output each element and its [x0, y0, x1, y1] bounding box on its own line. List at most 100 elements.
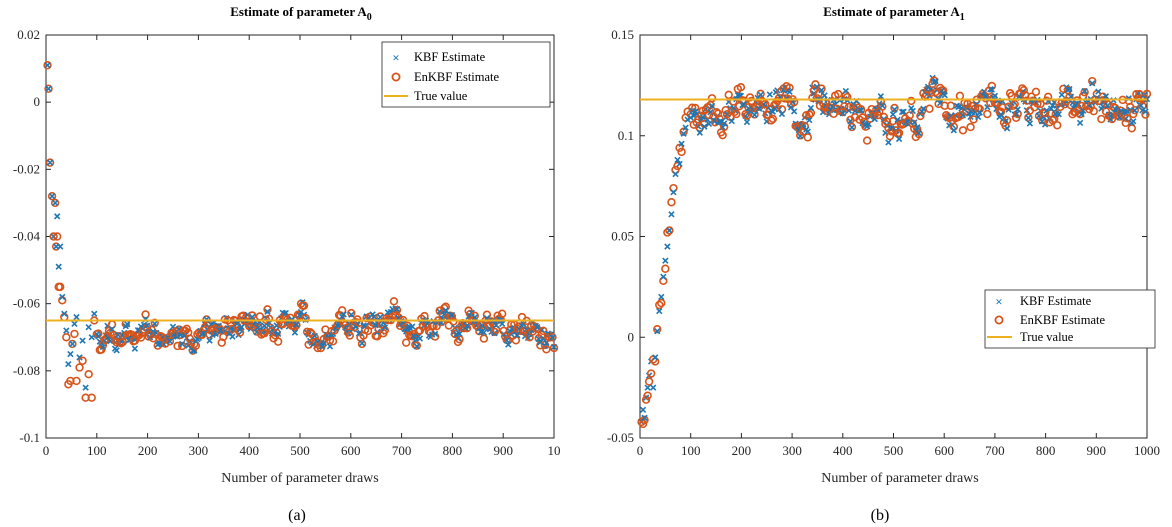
- chart-a-kbf-point: [377, 313, 384, 321]
- chart-a-enkbf-point: [392, 305, 402, 315]
- chart-a-svg: Estimate of parameter A0 0 100 200 300 400 50…: [13, 4, 561, 524]
- chart-a-legend-true-label: True value: [414, 89, 468, 103]
- chart-b-enkbf-point: [1037, 115, 1047, 125]
- chart-a-kbf-point: [69, 340, 76, 348]
- chart-b-kbf-point: [1066, 85, 1073, 93]
- chart-b-ytick-label: 0.15: [611, 27, 634, 42]
- chart-a-enkbf-point: [47, 192, 57, 201]
- chart-b-enkbf-point: [878, 102, 887, 111]
- chart-b-kbf-point: [857, 107, 865, 114]
- chart-b-enkbf-point: [913, 125, 922, 134]
- chart-b-kbf-point: [1014, 106, 1021, 113]
- chart-b-enkbf-point: [768, 114, 778, 124]
- chart-b-kbf-point: [743, 118, 751, 126]
- chart-a-kbf-point: [73, 313, 80, 321]
- chart-b-kbf-point: [911, 119, 918, 126]
- chart-a-legend: × KBF Estimate EnKBF Estimate True value: [381, 41, 551, 108]
- chart-b-legend-kbf-marker: ×: [995, 294, 1002, 309]
- chart-a-kbf-point: [381, 324, 389, 331]
- chart-b-kbf-point: [1058, 91, 1065, 99]
- chart-a-kbf-point: [166, 338, 174, 345]
- chart-b-kbf-point: [680, 130, 687, 137]
- chart-b-kbf-point: [1076, 119, 1084, 127]
- chart-a-kbf-point: [51, 199, 59, 207]
- chart-b-enkbf-point: [850, 113, 860, 122]
- chart-a-kbf-point: [393, 305, 401, 313]
- chart-b-kbf-point: [666, 227, 673, 234]
- chart-b-enkbf-point: [677, 147, 686, 157]
- chart-b-kbf-point: [687, 114, 694, 121]
- chart-b-enkbf-point: [761, 99, 770, 109]
- chart-a-xtick-label: 400: [239, 443, 259, 458]
- chart-a-xtick-label: 200: [138, 443, 158, 458]
- chart-b-kbf-point: [900, 108, 907, 115]
- chart-b-kbf-point: [674, 156, 681, 164]
- chart-b-enkbf-point: [1075, 109, 1085, 119]
- chart-b-enkbf-point: [858, 113, 867, 122]
- chart-a-kbf-point: [499, 320, 506, 327]
- chart-a-kbf-point: [340, 311, 347, 318]
- chart-b-kbf-point: [644, 384, 651, 391]
- chart-a-enkbf-point: [412, 341, 422, 350]
- chart-a-enkbf-point: [401, 338, 411, 347]
- chart-b-enkbf-point: [661, 264, 670, 273]
- chart-b-enkbf-point: [718, 130, 727, 140]
- chart-a-enkbf-point: [78, 356, 87, 365]
- chart-b-svg: Estimate of parameter A1 0 100 200 300 400 50…: [607, 4, 1160, 524]
- chart-a-kbf-point: [320, 340, 328, 347]
- chart-a-kbf-point: [76, 354, 83, 361]
- chart-b-enkbf-point: [958, 126, 968, 135]
- chart-b-enkbf-point: [905, 111, 914, 120]
- chart-a-plot-area: 0 100 200 300 400 500 600 700 800 900 10 -0.1 -0.08 -…: [13, 27, 561, 458]
- chart-a-kbf-point: [409, 323, 416, 330]
- chart-b-enkbf-point: [805, 110, 814, 119]
- chart-a-kbf-point: [358, 340, 366, 347]
- chart-b-kbf-point: [991, 92, 999, 100]
- chart-a-kbf-point: [95, 333, 102, 340]
- chart-a-xtick-label: 500: [290, 443, 310, 458]
- chart-b-kbf-point: [1095, 88, 1102, 95]
- chart-b-kbf-point: [915, 129, 923, 137]
- chart-a-kbf-point: [261, 322, 268, 329]
- chart-b-kbf-point: [790, 108, 798, 115]
- chart-b-kbf-point: [1025, 114, 1032, 121]
- chart-b-kbf-point: [664, 243, 671, 250]
- chart-b-kbf-point: [879, 102, 886, 109]
- chart-a-kbf-point: [82, 384, 89, 391]
- chart-b-enkbf-point: [767, 116, 776, 125]
- chart-b-kbf-point: [842, 87, 850, 95]
- chart-a-kbf-point: [311, 332, 318, 340]
- chart-b-enkbf-point: [644, 377, 654, 386]
- chart-a-enkbf-point: [49, 232, 58, 241]
- chart-a-enkbf-point: [45, 158, 55, 167]
- chart-b-kbf-point: [975, 113, 982, 121]
- chart-b-enkbf-point: [780, 94, 790, 103]
- chart-a-kbf-point: [200, 330, 207, 337]
- chart-b-kbf-point: [898, 108, 906, 116]
- chart-a-enkbf-point: [191, 341, 201, 350]
- chart-a-enkbf-point: [72, 376, 81, 386]
- chart-a-enkbf-point: [299, 301, 309, 310]
- chart-b-enkbf-point: [741, 109, 750, 119]
- chart-b-xtick-label: 500: [884, 443, 904, 458]
- chart-b-kbf-point: [658, 293, 665, 301]
- chart-b-xtick-label: 1000: [1134, 443, 1160, 458]
- chart-a-kbf-point: [229, 333, 236, 340]
- chart-b-enkbf-point: [946, 101, 955, 110]
- chart-a-kbf-point: [463, 322, 471, 329]
- chart-a-kbf-point: [61, 310, 68, 317]
- chart-b-enkbf-point: [777, 105, 787, 114]
- chart-b-kbf-point: [1131, 107, 1138, 114]
- chart-a-ytick-label: -0.08: [13, 363, 40, 378]
- chart-a-enkbf-point: [70, 329, 79, 339]
- chart-b-ytick-label: 0.05: [611, 229, 634, 244]
- chart-b-legend-true-label: True value: [1020, 330, 1074, 344]
- chart-a-enkbf-point: [193, 330, 202, 339]
- chart-a-title: Estimate of parameter A0: [230, 4, 372, 23]
- chart-b-enkbf-point: [665, 226, 674, 235]
- chart-a-kbf-point: [59, 293, 66, 301]
- chart-a-kbf-point: [124, 320, 131, 328]
- chart-a-kbf-point: [371, 313, 378, 320]
- chart-b-enkbf-point: [861, 122, 870, 131]
- chart-a-kbf-point: [416, 335, 424, 342]
